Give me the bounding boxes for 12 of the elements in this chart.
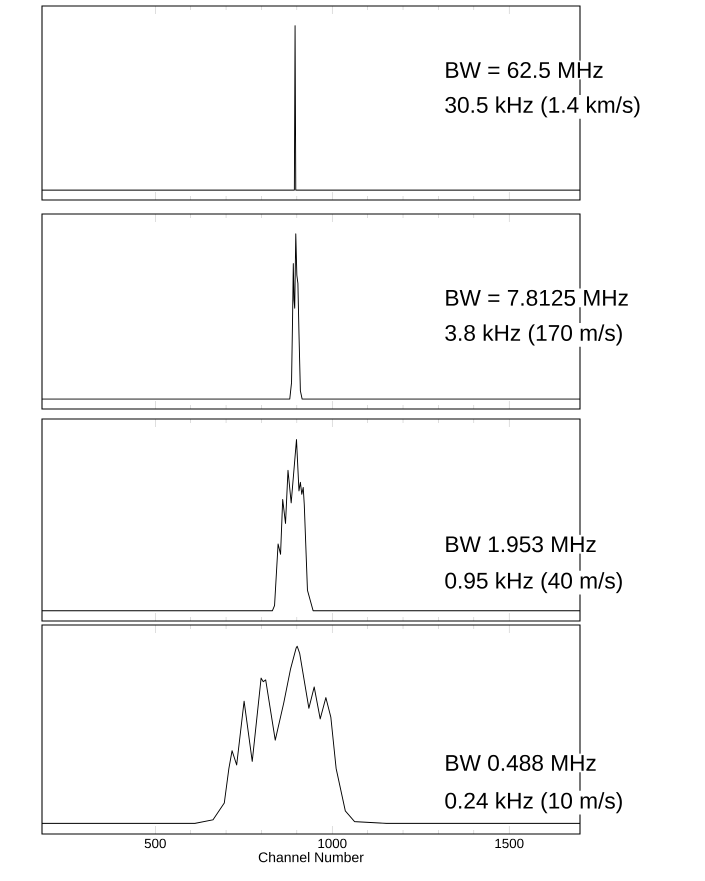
x-tick-label: 1500 — [495, 838, 524, 848]
annotation: 0.95 kHz (40 m/s) — [445, 572, 622, 594]
annotation: BW 1.953 MHz — [446, 536, 596, 552]
annotation: BW 0.488 MHz — [446, 754, 596, 771]
annotation: BW = 62.5 MHz — [446, 62, 603, 78]
annotation: 30.5 kHz (1.4 km/s) — [445, 96, 640, 118]
annotation: 0.24 kHz (10 m/s) — [445, 792, 622, 814]
annotation: 3.8 kHz (170 m/s) — [445, 324, 622, 346]
x-axis-title: Channel Number — [258, 852, 364, 862]
x-tick-label: 1000 — [318, 838, 347, 848]
annotation: BW = 7.8125 MHz — [446, 290, 628, 306]
x-tick-label: 500 — [144, 838, 166, 848]
